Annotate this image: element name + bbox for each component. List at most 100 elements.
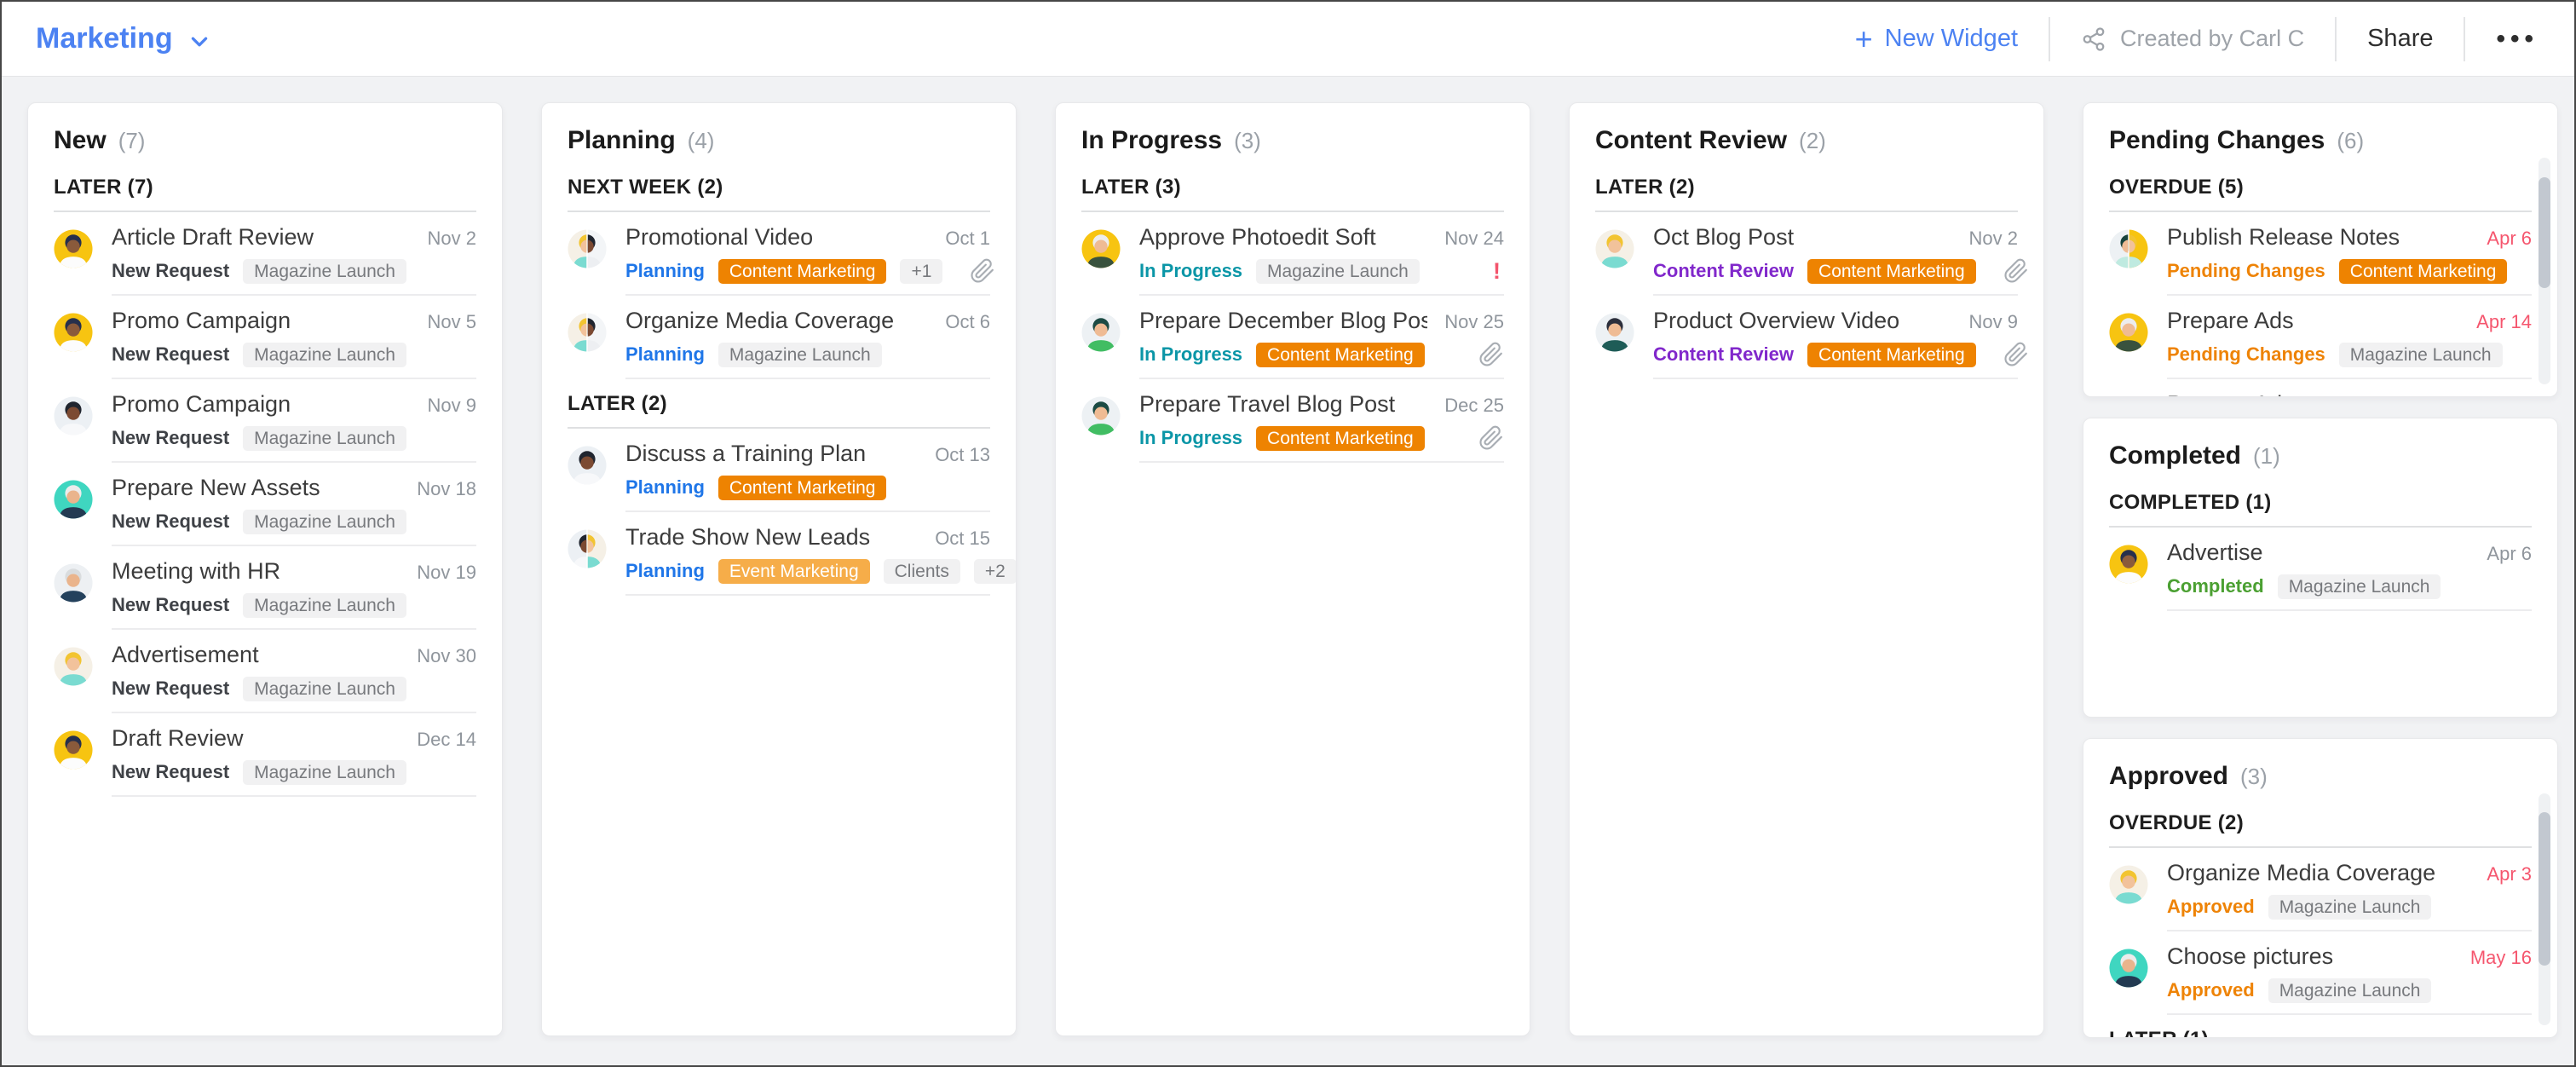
task-card[interactable]: Discuss a Training Plan Oct 13 Planning C… bbox=[568, 429, 990, 512]
task-title[interactable]: Trade Show New Leads bbox=[625, 524, 871, 550]
task-status[interactable]: New Request bbox=[112, 343, 230, 365]
task-card[interactable]: Prepare New Assets Nov 18 New Request Mag… bbox=[54, 463, 476, 546]
task-card[interactable]: Advertise Apr 6 Completed Magazine Launch bbox=[2109, 528, 2532, 611]
assignee-avatar[interactable] bbox=[1595, 229, 1634, 268]
assignee-avatar[interactable] bbox=[54, 313, 93, 352]
tag-pill[interactable]: Content Marketing bbox=[717, 258, 887, 284]
task-card[interactable]: Promotional Video Oct 1 Planning Content … bbox=[568, 212, 994, 296]
task-card[interactable]: Choose pictures May 16 Approved Magazine … bbox=[2109, 931, 2532, 1015]
task-status[interactable]: Planning bbox=[625, 260, 705, 281]
task-status[interactable]: New Request bbox=[112, 510, 230, 532]
task-status[interactable]: New Request bbox=[112, 427, 230, 448]
widget-title[interactable]: New bbox=[54, 126, 107, 154]
widget-title[interactable]: Planning bbox=[568, 126, 676, 154]
tag-pill[interactable]: Magazine Launch bbox=[243, 425, 406, 451]
task-status[interactable]: Planning bbox=[625, 476, 705, 498]
widget-title[interactable]: Approved bbox=[2109, 762, 2229, 790]
tag-pill[interactable]: Magazine Launch bbox=[2277, 574, 2441, 599]
task-title[interactable]: Prepare New Assets bbox=[112, 475, 320, 500]
task-title[interactable]: Promo Campaign bbox=[112, 308, 291, 333]
task-status[interactable]: Approved bbox=[2167, 979, 2255, 1001]
task-status[interactable]: Completed bbox=[2167, 575, 2264, 597]
task-card[interactable]: Promo Campaign Nov 5 New Request Magazine… bbox=[54, 296, 476, 379]
assignee-avatar[interactable] bbox=[568, 446, 607, 485]
tag-pill[interactable]: Content Marketing bbox=[1807, 258, 1976, 284]
tag-pill[interactable]: Magazine Launch bbox=[243, 592, 406, 618]
task-card[interactable]: Oct Blog Post Nov 2 Content Review Conten… bbox=[1595, 212, 2027, 296]
tag-pill[interactable]: +2 bbox=[973, 558, 1016, 584]
task-card[interactable]: Product Overview Video Nov 9 Content Rev… bbox=[1595, 296, 2027, 379]
scrollbar-thumb[interactable] bbox=[2539, 812, 2550, 966]
task-title[interactable]: Discuss a Training Plan bbox=[625, 441, 867, 466]
task-status[interactable]: Planning bbox=[625, 343, 705, 365]
assignee-avatar[interactable] bbox=[1081, 313, 1121, 352]
task-status[interactable]: Pending Changes bbox=[2167, 260, 2325, 281]
assignee-avatar[interactable] bbox=[2109, 949, 2148, 988]
tag-pill[interactable]: Magazine Launch bbox=[243, 676, 406, 701]
share-button[interactable]: Share bbox=[2337, 25, 2464, 53]
tag-pill[interactable]: Magazine Launch bbox=[2338, 342, 2503, 367]
task-status[interactable]: Content Review bbox=[1653, 343, 1795, 365]
task-card[interactable]: Prepare Travel Blog Post Dec 25 In Progr… bbox=[1081, 379, 1504, 463]
assignee-avatar[interactable] bbox=[54, 563, 93, 603]
assignee-avatar[interactable] bbox=[54, 229, 93, 268]
task-card[interactable]: Organize Media Coverage Oct 6 Planning Ma… bbox=[568, 296, 990, 379]
tag-pill[interactable]: Magazine Launch bbox=[243, 258, 406, 284]
task-title[interactable]: Promo Campaign bbox=[112, 391, 291, 417]
assignee-avatar[interactable] bbox=[2109, 396, 2148, 397]
tag-pill[interactable]: Content Marketing bbox=[1256, 425, 1425, 451]
tag-pill[interactable]: Magazine Launch bbox=[1256, 258, 1420, 284]
tag-pill[interactable]: +1 bbox=[900, 258, 943, 284]
task-status[interactable]: In Progress bbox=[1139, 427, 1243, 448]
task-card[interactable]: Meeting with HR Nov 19 New Request Magazi… bbox=[54, 546, 476, 630]
scrollbar-thumb[interactable] bbox=[2539, 177, 2550, 288]
board-title-dropdown[interactable]: Marketing bbox=[36, 22, 210, 55]
task-title[interactable]: Organize Media Coverage bbox=[625, 308, 895, 333]
task-title[interactable]: Draft Review bbox=[112, 725, 244, 751]
assignee-avatar[interactable] bbox=[54, 647, 93, 686]
new-widget-button[interactable]: + New Widget bbox=[1824, 23, 2049, 55]
task-card[interactable]: Draft Review Dec 14 New Request Magazine … bbox=[54, 713, 476, 797]
task-card[interactable]: Organize Media Coverage Apr 3 Approved Ma… bbox=[2109, 848, 2532, 931]
tag-pill[interactable]: Magazine Launch bbox=[243, 759, 406, 785]
task-status[interactable]: Pending Changes bbox=[2167, 343, 2325, 365]
assignee-avatar[interactable] bbox=[1595, 313, 1634, 352]
task-card[interactable]: Article Draft Review Nov 2 New Request Ma… bbox=[54, 212, 476, 296]
more-options-button[interactable]: ••• bbox=[2465, 25, 2539, 54]
task-status[interactable]: New Request bbox=[112, 761, 230, 782]
assignee-avatar[interactable] bbox=[2109, 313, 2148, 352]
widget-title[interactable]: Completed bbox=[2109, 441, 2242, 470]
task-title[interactable]: Advertise bbox=[2167, 539, 2263, 565]
widget-title[interactable]: In Progress bbox=[1081, 126, 1223, 154]
assignee-avatar[interactable] bbox=[54, 396, 93, 435]
assignee-avatar[interactable] bbox=[568, 313, 607, 352]
task-card[interactable]: Approve Photoedit Soft Nov 24 In Progres… bbox=[1081, 212, 1504, 296]
task-status[interactable]: New Request bbox=[112, 260, 230, 281]
task-title[interactable]: Publish Release Notes bbox=[2167, 224, 2400, 250]
task-status[interactable]: Approved bbox=[2167, 896, 2255, 917]
task-title[interactable]: Prepare Travel Blog Post bbox=[1139, 391, 1396, 417]
tag-pill[interactable]: Magazine Launch bbox=[243, 342, 406, 367]
assignee-avatar[interactable] bbox=[568, 229, 607, 268]
task-card[interactable]: Promo Campaign Nov 9 New Request Magazine… bbox=[54, 379, 476, 463]
task-title[interactable]: Article Draft Review bbox=[112, 224, 314, 250]
assignee-avatar[interactable] bbox=[568, 529, 607, 568]
task-title[interactable]: Oct Blog Post bbox=[1653, 224, 1795, 250]
assignee-avatar[interactable] bbox=[54, 480, 93, 519]
tag-pill[interactable]: Content Marketing bbox=[2338, 258, 2508, 284]
task-card[interactable]: Advertisement Nov 30 New Request Magazine… bbox=[54, 630, 476, 713]
task-title[interactable]: Prepare Ads bbox=[2167, 308, 2294, 333]
task-status[interactable]: In Progress bbox=[1139, 260, 1243, 281]
task-title[interactable]: Meeting with HR bbox=[112, 558, 281, 584]
widget-title[interactable]: Pending Changes bbox=[2109, 126, 2325, 154]
task-title[interactable]: Product Overview Video bbox=[1653, 308, 1900, 333]
tag-pill[interactable]: Event Marketing bbox=[717, 558, 870, 584]
task-card[interactable]: Trade Show New Leads Oct 15 Planning Even… bbox=[568, 512, 1016, 596]
task-card[interactable]: Prepare Ads Apr 14 Pending Changes Magazi… bbox=[2109, 296, 2532, 379]
task-status[interactable]: Content Review bbox=[1653, 260, 1795, 281]
task-status[interactable]: New Request bbox=[112, 594, 230, 615]
task-title[interactable]: Organize Media Coverage bbox=[2167, 860, 2436, 885]
tag-pill[interactable]: Content Marketing bbox=[1256, 342, 1425, 367]
tag-pill[interactable]: Content Marketing bbox=[717, 475, 887, 500]
tag-pill[interactable]: Magazine Launch bbox=[2268, 894, 2432, 920]
